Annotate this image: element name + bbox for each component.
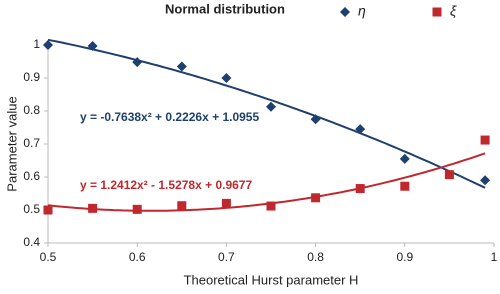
chart-title: Normal distribution xyxy=(165,1,285,16)
diamond-marker xyxy=(43,40,53,50)
y-tick-label: 0.5 xyxy=(23,202,40,216)
y-tick-label: 0.6 xyxy=(23,169,40,183)
y-axis-label: Parameter value xyxy=(4,96,19,191)
y-tick-label: 0.4 xyxy=(23,235,40,249)
legend-marker xyxy=(340,7,350,17)
square-marker xyxy=(480,135,490,145)
x-tick-label: 0.5 xyxy=(40,250,57,264)
y-tick-label: 1 xyxy=(33,37,40,51)
trendline xyxy=(47,38,486,189)
diamond-marker xyxy=(399,153,410,164)
diamond-marker xyxy=(132,57,143,68)
y-tick-label: 0.9 xyxy=(23,70,40,84)
diamond-marker xyxy=(266,101,276,112)
square-marker xyxy=(88,203,98,213)
trendline-equation: y = -0.7638x² + 0.2226x + 1.0955 xyxy=(80,110,259,124)
diamond-marker xyxy=(310,114,321,125)
diamond-marker xyxy=(87,40,98,51)
square-marker xyxy=(266,201,276,211)
x-axis-label: Theoretical Hurst parameter H xyxy=(184,272,359,287)
square-marker xyxy=(221,198,231,208)
legend-marker xyxy=(432,7,442,17)
square-marker xyxy=(177,201,187,211)
square-marker xyxy=(311,193,321,203)
square-marker xyxy=(444,170,454,180)
x-tick-label: 0.9 xyxy=(396,250,413,264)
square-marker xyxy=(400,181,410,191)
y-tick-label: 0.8 xyxy=(23,103,40,117)
y-tick-label: 0.7 xyxy=(23,136,40,150)
diamond-marker xyxy=(221,73,232,83)
diamond-marker xyxy=(176,61,187,72)
x-tick-label: 0.7 xyxy=(218,250,235,264)
trendline-equation: y = 1.2412x² - 1.5278x + 0.9677 xyxy=(80,178,252,192)
square-marker xyxy=(132,204,142,214)
x-tick-label: 1 xyxy=(491,250,498,264)
square-marker xyxy=(43,205,53,215)
x-tick-label: 0.6 xyxy=(129,250,146,264)
square-marker xyxy=(355,184,365,194)
diamond-marker xyxy=(355,124,366,135)
diamond-marker xyxy=(480,175,491,186)
legend-label: ξ xyxy=(450,3,457,19)
legend-label: η xyxy=(358,3,366,19)
x-tick-label: 0.8 xyxy=(307,250,324,264)
